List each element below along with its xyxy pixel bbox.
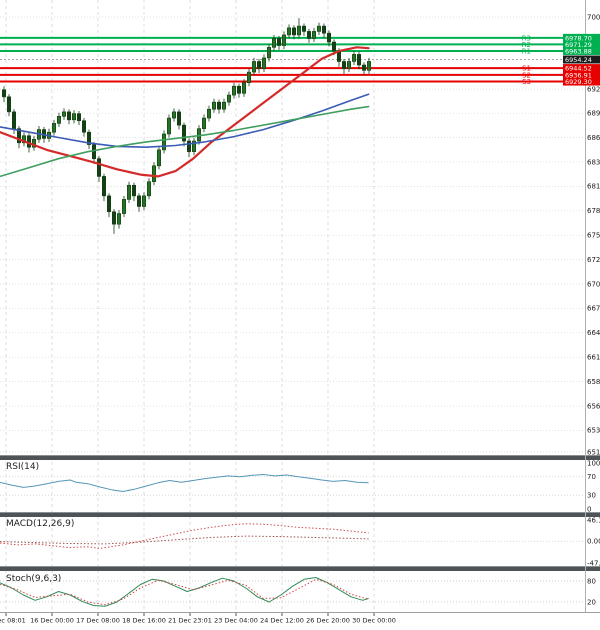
svg-text:6645.10: 6645.10	[587, 329, 600, 337]
svg-text:6562.30: 6562.30	[587, 402, 600, 410]
svg-text:18 Dec 16:00: 18 Dec 16:00	[122, 617, 166, 625]
svg-text:6617.50: 6617.50	[587, 354, 600, 362]
svg-text:0.00: 0.00	[587, 537, 600, 545]
svg-text:6893.50: 6893.50	[587, 109, 600, 117]
svg-text:R1: R1	[522, 47, 531, 55]
rsi-panel[interactable]	[0, 460, 600, 512]
svg-text:16 Dec 00:00: 16 Dec 00:00	[30, 617, 74, 625]
svg-text:S1: S1	[522, 65, 531, 73]
svg-text:21 Dec 23:01: 21 Dec 23:01	[168, 617, 212, 625]
svg-text:70: 70	[587, 473, 596, 481]
svg-text:R3: R3	[522, 34, 531, 42]
svg-text:30 Dec 00:00: 30 Dec 00:00	[352, 617, 396, 625]
svg-text:24 Dec 12:00: 24 Dec 12:00	[260, 617, 304, 625]
svg-text:6700.30: 6700.30	[587, 280, 600, 288]
svg-text:17 Dec 08:00: 17 Dec 08:00	[76, 617, 120, 625]
svg-text:2 Dec 08:01: 2 Dec 08:01	[0, 617, 26, 625]
svg-text:20: 20	[587, 598, 596, 606]
svg-text:6510.30: 6510.30	[587, 448, 600, 456]
svg-text:6944.52: 6944.52	[565, 65, 592, 73]
macd-panel[interactable]	[0, 517, 600, 566]
main-price-panel[interactable]	[0, 0, 600, 455]
svg-text:6727.90: 6727.90	[587, 256, 600, 264]
svg-text:6783.10: 6783.10	[587, 207, 600, 215]
stoch-panel[interactable]	[0, 571, 600, 612]
svg-text:6978.70: 6978.70	[565, 34, 592, 42]
svg-text:-47.48: -47.48	[587, 559, 600, 567]
svg-text:0: 0	[587, 505, 591, 513]
svg-text:6963.88: 6963.88	[565, 47, 592, 55]
svg-text:6755.50: 6755.50	[587, 232, 600, 240]
svg-text:6810.70: 6810.70	[587, 183, 600, 191]
svg-text:30: 30	[587, 492, 596, 500]
svg-text:6534.70: 6534.70	[587, 427, 600, 435]
svg-text:100: 100	[587, 459, 600, 467]
svg-text:6929.30: 6929.30	[565, 78, 592, 86]
svg-text:23 Dec 04:00: 23 Dec 04:00	[214, 617, 258, 625]
svg-text:R2: R2	[522, 41, 531, 49]
svg-text:46.104: 46.104	[587, 516, 600, 524]
svg-text:6954.24: 6954.24	[565, 56, 592, 64]
svg-text:6865.90: 6865.90	[587, 134, 600, 142]
svg-text:S2: S2	[522, 71, 531, 79]
svg-text:6920.70: 6920.70	[587, 85, 600, 93]
svg-text:6936.91: 6936.91	[565, 71, 592, 79]
svg-text:80: 80	[587, 577, 596, 585]
svg-text:6838.30: 6838.30	[587, 158, 600, 166]
svg-text:7002.30: 7002.30	[587, 13, 600, 21]
svg-text:6672.70: 6672.70	[587, 305, 600, 313]
svg-text:6971.29: 6971.29	[565, 41, 592, 49]
svg-text:26 Dec 20:00: 26 Dec 20:00	[306, 617, 350, 625]
svg-text:S3: S3	[522, 78, 531, 86]
svg-text:6589.90: 6589.90	[587, 378, 600, 386]
